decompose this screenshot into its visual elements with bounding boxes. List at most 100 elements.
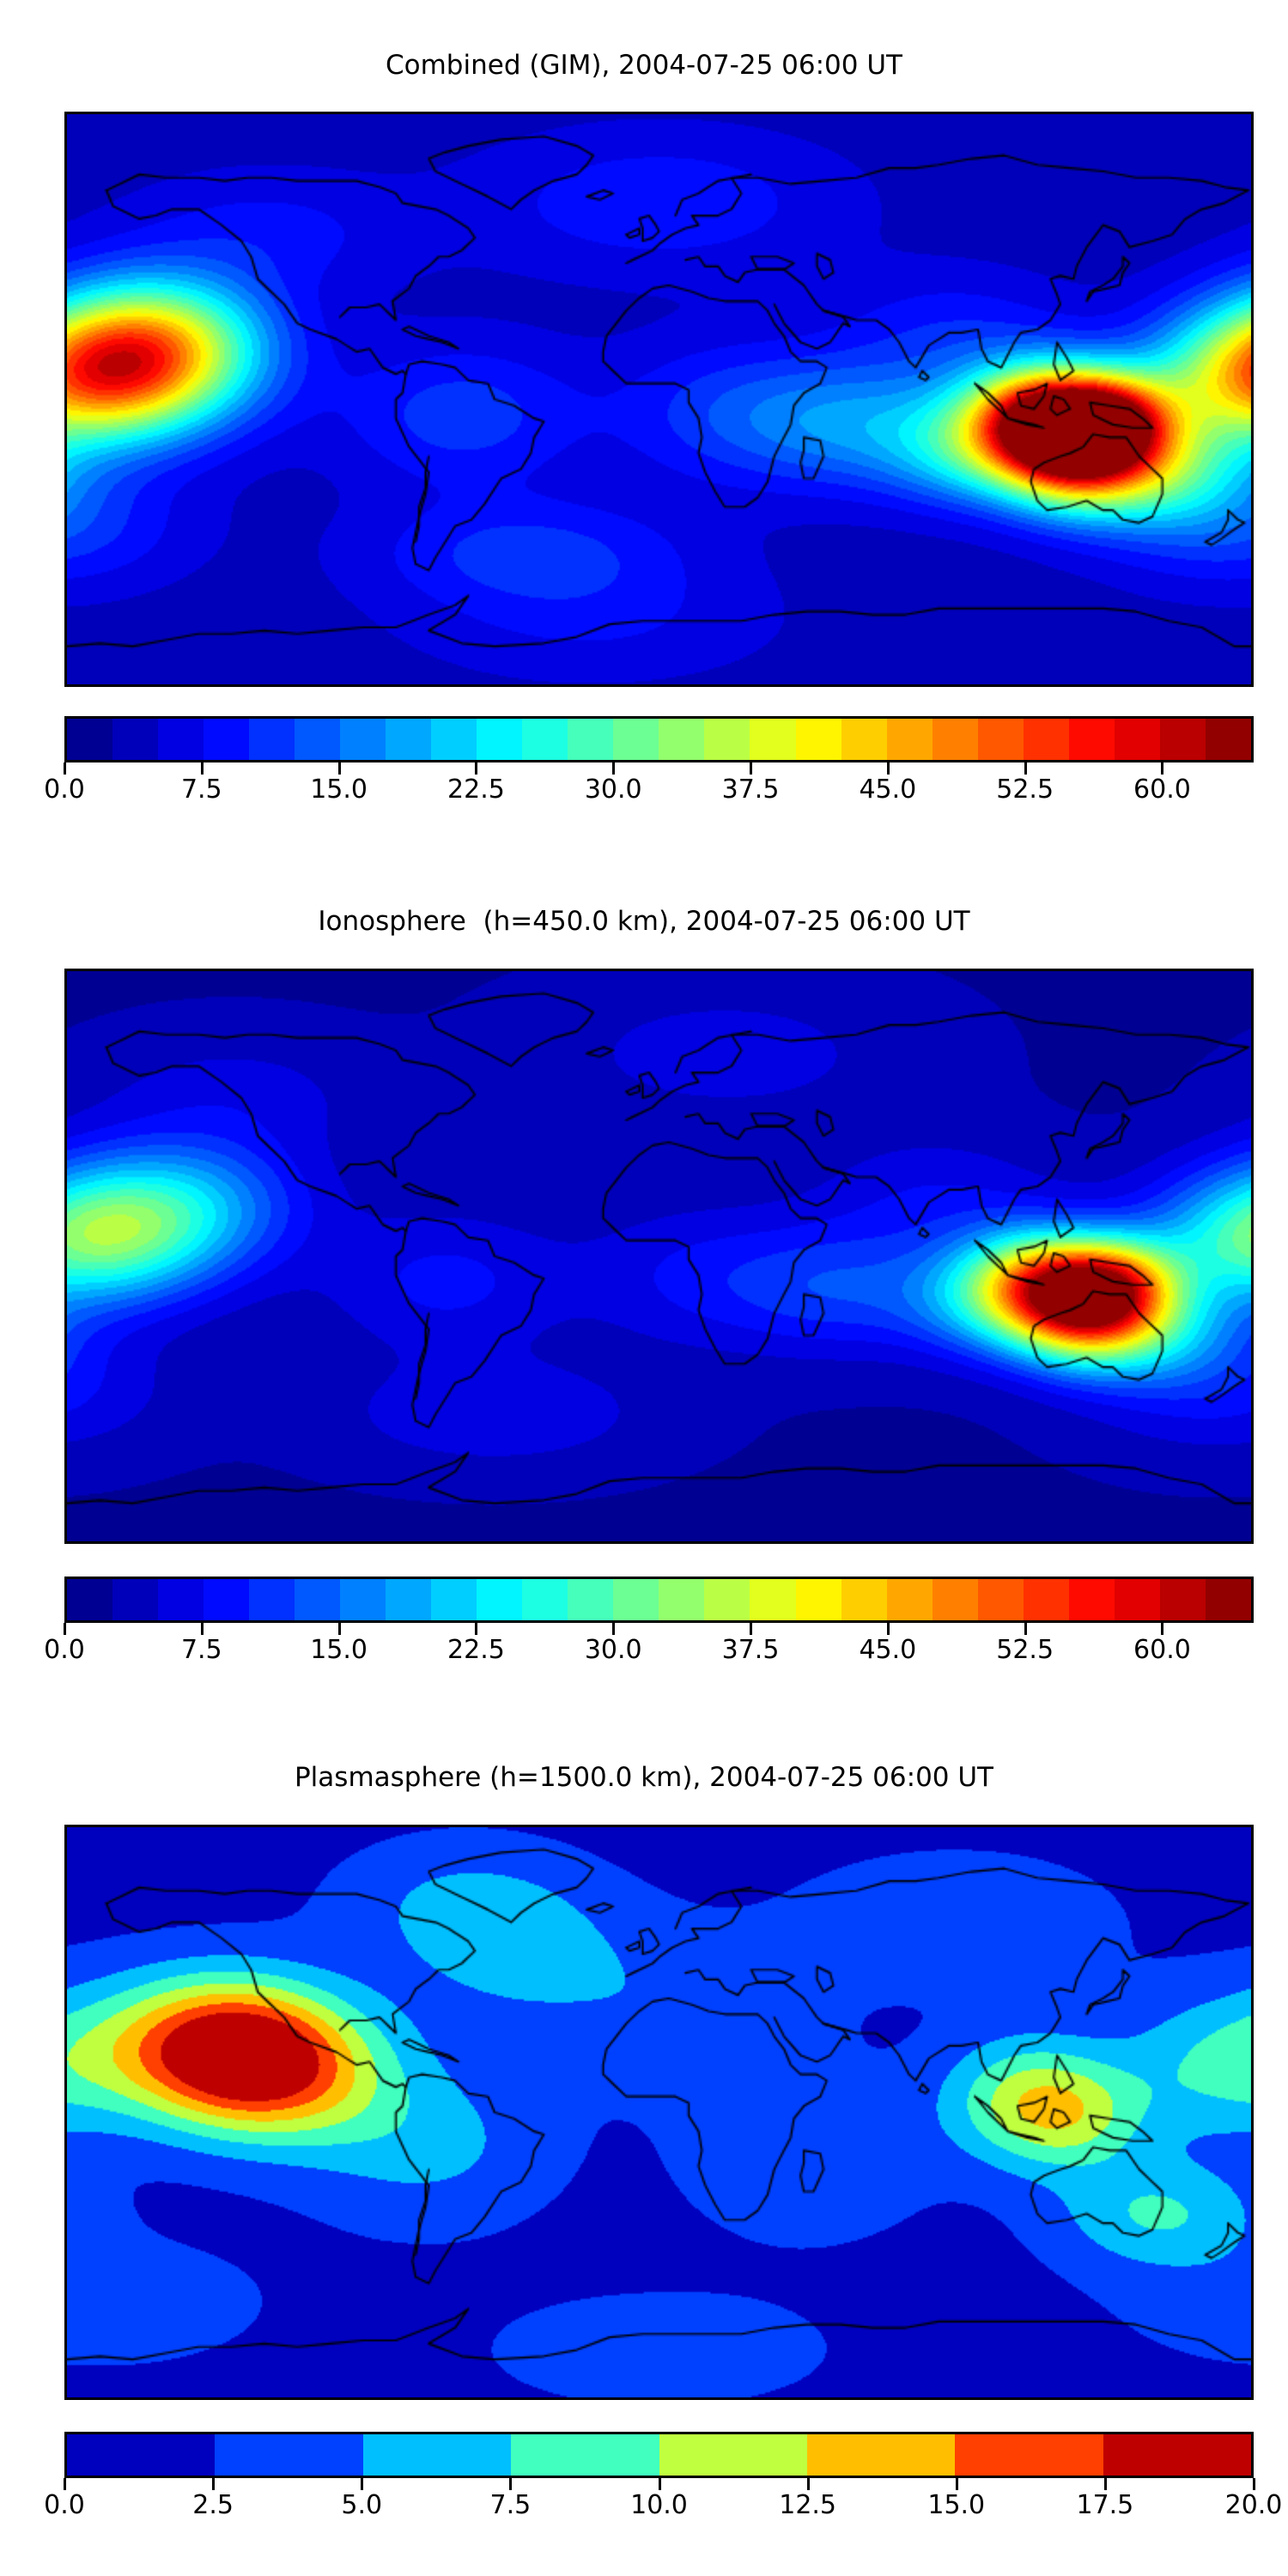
colorbar-tick (1253, 2478, 1255, 2490)
colorbar-band (704, 719, 750, 760)
colorbar-tick-label: 30.0 (584, 775, 642, 805)
colorbar-tick-label: 10.0 (630, 2490, 688, 2520)
colorbar-gradient (64, 1577, 1254, 1623)
colorbar-band (886, 719, 933, 760)
colorbar-ionosphere: 0.0 7.5 15.0 22.5 30.0 37.5 45.0 52.5 60.0 (44, 1577, 1254, 1673)
colorbar-band (841, 1579, 887, 1620)
colorbar-band (386, 1579, 432, 1620)
colorbar-tick (361, 2478, 364, 2490)
colorbar-band (1068, 1579, 1115, 1620)
colorbar-tick-label: 37.5 (721, 775, 780, 805)
colorbar-tick-labels: 0.0 7.5 15.0 22.5 30.0 37.5 45.0 52.5 60.0 (44, 775, 1254, 812)
colorbar-tick-label: 52.5 (996, 1635, 1054, 1665)
colorbar-tick-label: 45.0 (859, 775, 917, 805)
colorbar-band (477, 1579, 523, 1620)
map-canvas (67, 971, 1251, 1541)
colorbar-tick (64, 762, 66, 775)
colorbar-combined-gim: 0.0 7.5 15.0 22.5 30.0 37.5 45.0 52.5 60.0 (44, 716, 1254, 812)
colorbar-tick-label: 0.0 (44, 2490, 85, 2520)
colorbar-tick-label: 12.5 (779, 2490, 837, 2520)
colorbar-band (886, 1579, 933, 1620)
colorbar-band (1114, 719, 1160, 760)
colorbar-band (977, 1579, 1024, 1620)
colorbar-band (659, 719, 705, 760)
colorbar-tick-label: 0.0 (44, 775, 85, 805)
colorbar-tick-labels: 0.0 2.5 5.0 7.5 10.0 12.5 15.0 17.5 20.0 (44, 2490, 1282, 2528)
colorbar-tick (200, 762, 204, 775)
colorbar-band (568, 1579, 614, 1620)
colorbar-tick (1103, 2478, 1107, 2490)
colorbar-band (511, 2434, 659, 2476)
colorbar-tick-label: 22.5 (447, 1635, 505, 1665)
map-ionosphere (64, 969, 1254, 1544)
colorbar-tick-label: 7.5 (180, 775, 222, 805)
colorbar-band (750, 719, 796, 760)
page-title: Combined (GIM), 2004-07-25 06:00 UT (386, 50, 902, 81)
colorbar-tick (337, 1623, 341, 1635)
colorbar-gradient (64, 716, 1254, 762)
colorbar-tick (750, 1623, 753, 1635)
colorbar-band (340, 719, 386, 760)
colorbar-tick-label: 7.5 (489, 2490, 532, 2520)
page-title: Plasmasphere (h=1500.0 km), 2004-07-25 0… (294, 1762, 993, 1793)
colorbar-band (362, 2434, 512, 2476)
colorbar-band (1159, 1579, 1206, 1620)
panel-plasmasphere: Plasmasphere (h=1500.0 km), 2004-07-25 0… (0, 1717, 1288, 2576)
colorbar-band (613, 1579, 659, 1620)
colorbar-band (477, 719, 523, 760)
colorbar-tick (475, 762, 478, 775)
colorbar-band (295, 719, 341, 760)
colorbar-band (659, 1579, 705, 1620)
colorbar-tick (886, 1623, 890, 1635)
colorbar-tick (612, 762, 616, 775)
colorbar-tick (1161, 762, 1164, 775)
colorbar-band (522, 1579, 568, 1620)
colorbar-tick (64, 1623, 66, 1635)
colorbar-tick (64, 2478, 66, 2490)
colorbar-tick-label: 52.5 (996, 775, 1054, 805)
colorbar-band (1023, 719, 1069, 760)
map-canvas (67, 1827, 1251, 2397)
colorbar-band (431, 719, 477, 760)
colorbar-tick-label: 7.5 (180, 1635, 222, 1665)
colorbar-tick-label: 15.0 (310, 1635, 368, 1665)
colorbar-tick (806, 2478, 810, 2490)
colorbar-tick (886, 762, 890, 775)
colorbar-tick-label: 20.0 (1224, 2490, 1283, 2520)
colorbar-band (67, 2434, 216, 2476)
colorbar-tick (1024, 1623, 1027, 1635)
colorbar-tick-label: 45.0 (859, 1635, 917, 1665)
colorbar-tick-labels: 0.0 7.5 15.0 22.5 30.0 37.5 45.0 52.5 60.0 (44, 1635, 1254, 1673)
colorbar-band (522, 719, 568, 760)
map-plasmasphere (64, 1825, 1254, 2400)
colorbar-band (215, 2434, 363, 2476)
colorbar-band (750, 1579, 796, 1620)
colorbar-tick (1024, 762, 1027, 775)
colorbar-band (112, 1579, 159, 1620)
colorbar-tick-label: 15.0 (927, 2490, 986, 2520)
colorbar-band (67, 719, 113, 760)
colorbar-band (568, 719, 614, 760)
panel-ionosphere: Ionosphere (h=450.0 km), 2004-07-25 06:0… (0, 859, 1288, 1717)
colorbar-gradient (64, 2432, 1254, 2478)
colorbar-band (1103, 2434, 1251, 2476)
colorbar-tick (337, 762, 341, 775)
colorbar-band (340, 1579, 386, 1620)
colorbar-band (955, 2434, 1103, 2476)
colorbar-band (932, 719, 978, 760)
colorbar-band (67, 1579, 113, 1620)
colorbar-ticks (64, 2478, 1255, 2490)
colorbar-band (431, 1579, 477, 1620)
colorbar-tick (955, 2478, 958, 2490)
colorbar-tick (200, 1623, 204, 1635)
colorbar-tick-label: 2.5 (192, 2490, 234, 2520)
colorbar-band (704, 1579, 750, 1620)
colorbar-tick (750, 762, 753, 775)
colorbar-band (1205, 1579, 1251, 1620)
map-canvas (67, 114, 1251, 684)
colorbar-band (386, 719, 432, 760)
colorbar-plasmasphere: 0.0 2.5 5.0 7.5 10.0 12.5 15.0 17.5 20.0 (44, 2432, 1282, 2528)
colorbar-band (158, 719, 204, 760)
colorbar-tick-label: 37.5 (721, 1635, 780, 1665)
